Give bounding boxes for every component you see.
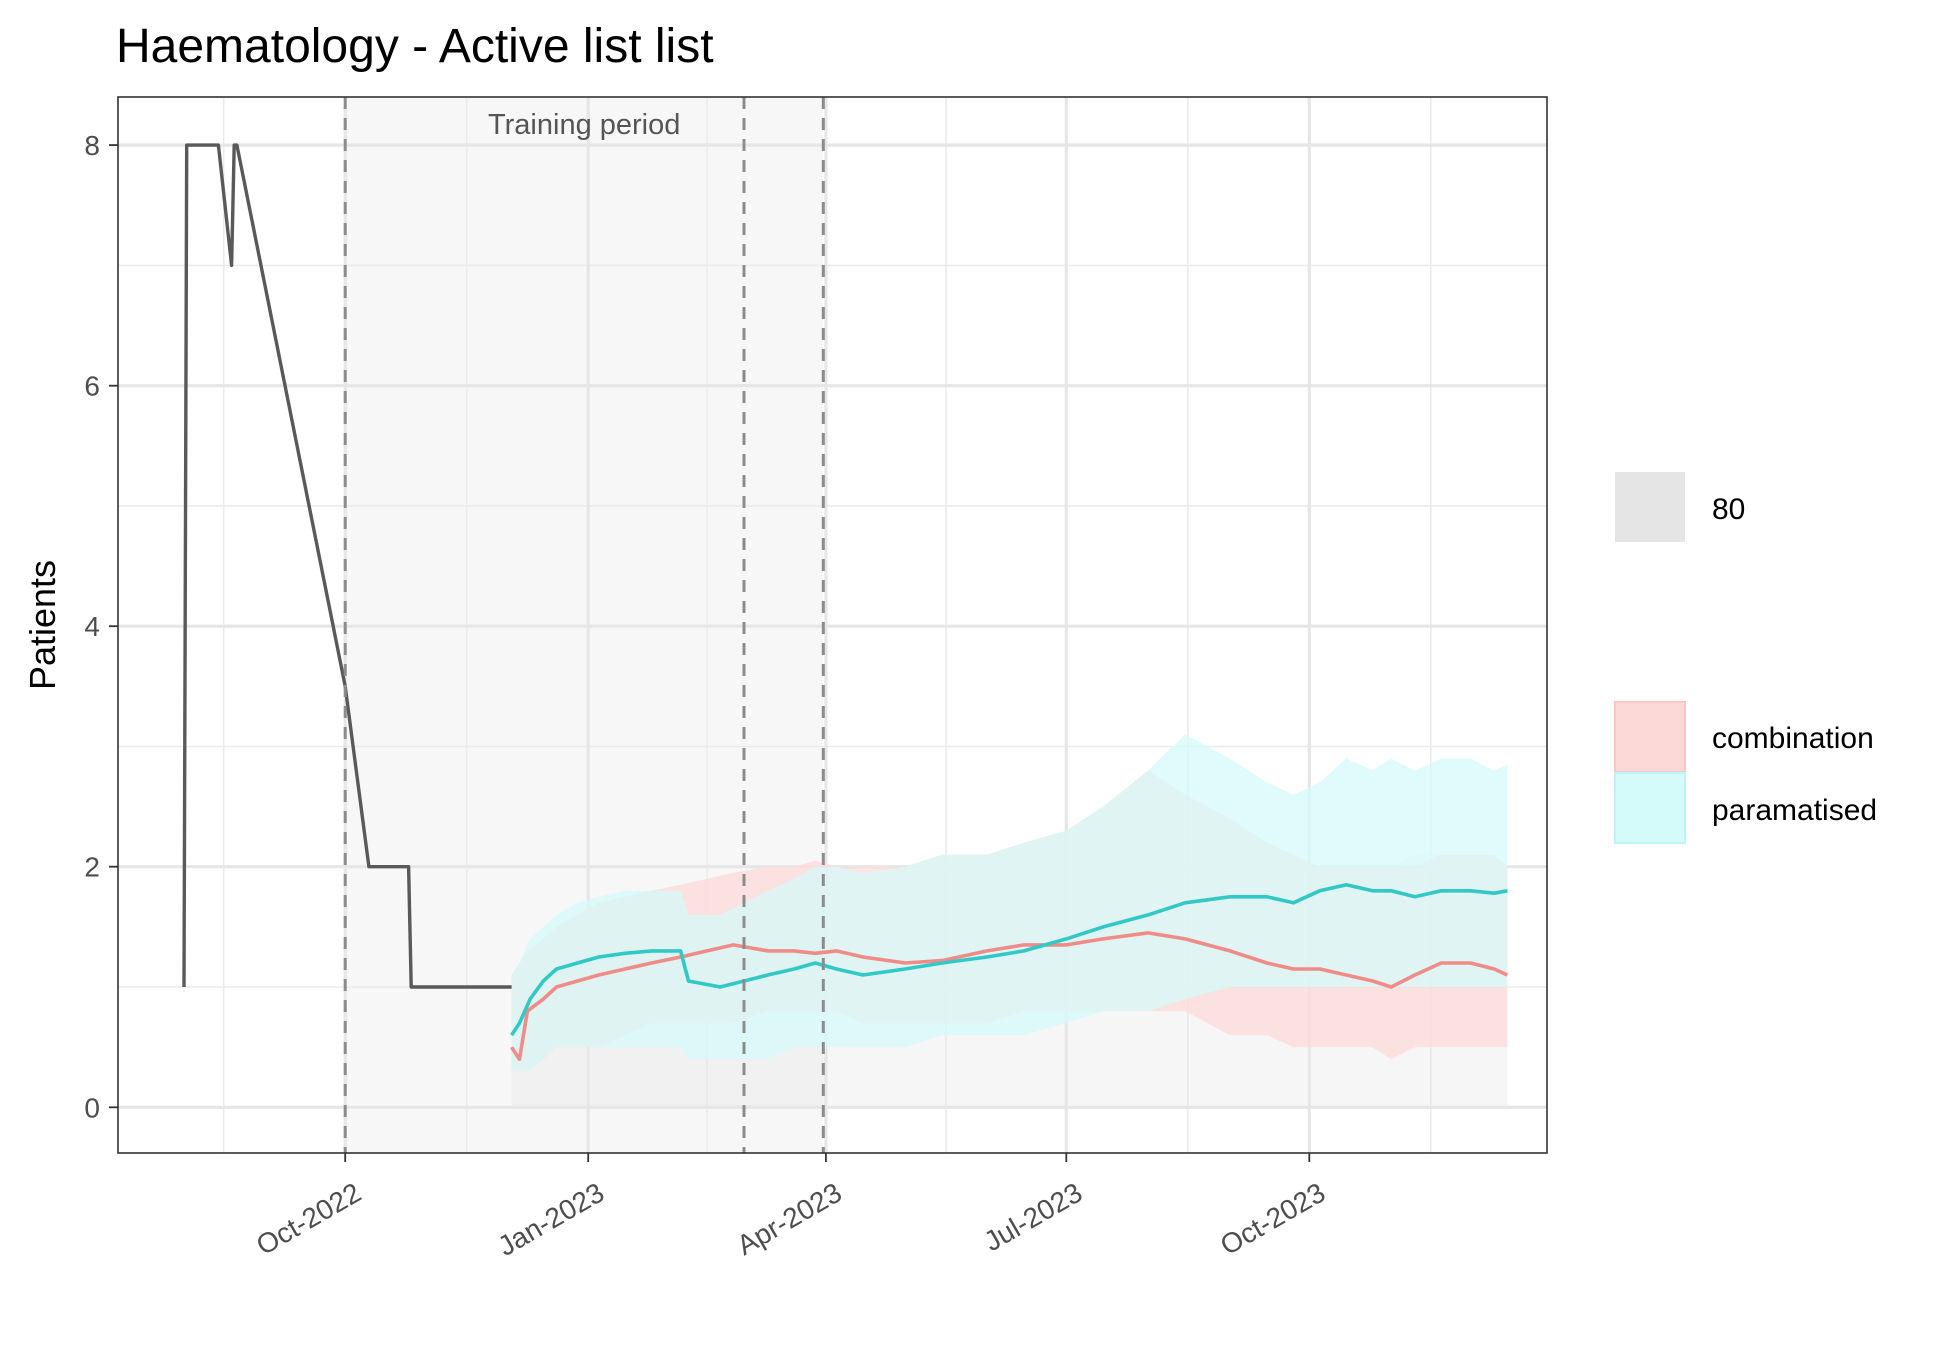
training-period-label: Training period bbox=[488, 109, 680, 141]
prediction-ribbons bbox=[511, 734, 1508, 1072]
chart-title: Haematology - Active list list bbox=[116, 20, 714, 73]
legend-label-interval: 80 bbox=[1712, 493, 1745, 526]
line-paramatised bbox=[510, 883, 1508, 1037]
panel-border bbox=[117, 96, 1548, 1154]
y-tick-label: 8 bbox=[84, 130, 100, 161]
x-tick-label: Apr-2023 bbox=[732, 1177, 847, 1261]
x-tick-label: Oct-2022 bbox=[251, 1177, 366, 1261]
legend-key-interval bbox=[1615, 472, 1685, 542]
y-axis: 0 2 4 6 8 bbox=[84, 130, 118, 1123]
plot-area: Training period bbox=[117, 96, 1548, 1154]
legend: 80 combination paramatised bbox=[1614, 472, 1877, 844]
y-tick-label: 2 bbox=[84, 852, 100, 883]
observed-line bbox=[182, 143, 512, 989]
ribbon-paramatised bbox=[511, 734, 1508, 1072]
y-tick-label: 4 bbox=[84, 611, 100, 642]
legend-label-paramatised: paramatised bbox=[1712, 794, 1877, 827]
x-tick-label: Jan-2023 bbox=[493, 1177, 610, 1262]
x-tick-label: Jul-2023 bbox=[979, 1177, 1088, 1258]
line-combination bbox=[510, 931, 1509, 1061]
training-vlines bbox=[343, 97, 825, 1153]
legend-label-combination: combination bbox=[1712, 722, 1874, 755]
y-tick-label: 6 bbox=[84, 371, 100, 402]
y-tick-label: 0 bbox=[84, 1092, 100, 1123]
x-tick-label: Oct-2023 bbox=[1215, 1177, 1330, 1261]
legend-key-combination bbox=[1614, 701, 1686, 773]
legend-key-paramatised bbox=[1614, 772, 1686, 844]
y-axis-label: Patients bbox=[22, 560, 63, 690]
series-lines bbox=[182, 143, 1509, 1061]
x-axis: Oct-2022 Jan-2023 Apr-2023 Jul-2023 Oct-2023 bbox=[251, 1153, 1330, 1262]
